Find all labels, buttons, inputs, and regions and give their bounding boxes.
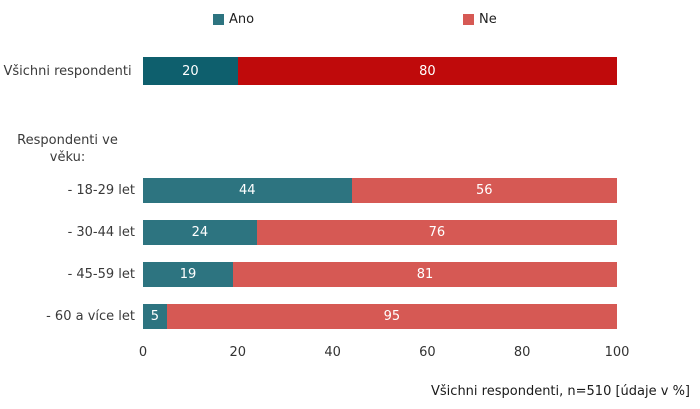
legend: Ano Ne xyxy=(0,12,700,32)
bar-row: - 45-59 let 19 81 xyxy=(0,262,700,287)
bar-row: - 60 a více let 5 95 xyxy=(0,304,700,329)
bar-rows: Všichni respondenti 20 80 Respondenti ve vě… xyxy=(0,57,700,329)
bar-value-label: 95 xyxy=(383,309,401,324)
bar-row-label: - 60 a více let xyxy=(46,309,135,324)
bar-track: 24 76 xyxy=(143,220,617,245)
bar-row-label: - 45-59 let xyxy=(67,267,135,282)
bar-value-label: 56 xyxy=(475,183,493,198)
bar-value-label: 24 xyxy=(191,225,209,240)
bar-track: 5 95 xyxy=(143,304,617,329)
bar-row: Všichni respondenti 20 80 xyxy=(0,57,700,85)
bar-track: 20 80 xyxy=(143,57,617,85)
bar-value-label: 76 xyxy=(428,225,446,240)
bar-value-label: 44 xyxy=(239,183,256,198)
x-axis-tick-label: 40 xyxy=(324,345,341,360)
legend-item-ano: Ano xyxy=(213,12,254,27)
bar-value-label: 80 xyxy=(419,63,436,79)
bar-track: 19 81 xyxy=(143,262,617,287)
legend-item-ne: Ne xyxy=(463,12,497,27)
x-axis-tick-label: 80 xyxy=(513,345,531,360)
bar-segment-ano: 20 xyxy=(143,57,238,85)
x-axis-tick-label: 100 xyxy=(604,345,630,360)
bar-segment-ne: 80 xyxy=(237,57,617,85)
footnote: Všichni respondenti, n=510 [údaje v %] xyxy=(431,384,690,399)
legend-label-ne: Ne xyxy=(479,12,497,27)
legend-swatch-ne-icon xyxy=(463,14,474,25)
legend-swatch-ano-icon xyxy=(213,14,224,25)
x-axis: 0 20 40 60 80 100 xyxy=(0,345,700,361)
bar-value-label: 81 xyxy=(416,267,434,282)
group-header-row: Respondenti ve věku: xyxy=(0,130,700,168)
bar-row: - 30-44 let 24 76 xyxy=(0,220,700,245)
bar-segment-ano: 44 xyxy=(143,178,352,203)
legend-label-ano: Ano xyxy=(229,12,255,27)
bar-segment-ano: 24 xyxy=(143,220,257,245)
bar-segment-ne: 56 xyxy=(351,178,617,203)
x-axis-tick-label: 20 xyxy=(229,345,247,360)
bar-segment-ano: 19 xyxy=(143,262,234,287)
x-axis-tick-label: 0 xyxy=(138,345,148,360)
bar-segment-ne: 76 xyxy=(256,220,617,245)
group-header-label: Respondenti ve věku: xyxy=(17,133,118,165)
x-axis-tick-label: 60 xyxy=(419,345,436,360)
bar-segment-ano: 5 xyxy=(143,304,167,329)
bar-segment-ne: 95 xyxy=(166,304,617,329)
bar-value-label: 20 xyxy=(182,63,199,79)
bar-value-label: 5 xyxy=(150,309,159,324)
bar-track: 44 56 xyxy=(143,178,617,203)
bar-segment-ne: 81 xyxy=(233,262,617,287)
bar-row-label: Všichni respondenti xyxy=(3,63,132,79)
bar-value-label: 19 xyxy=(179,267,197,282)
bar-row-label: - 18-29 let xyxy=(67,183,135,198)
bar-row: - 18-29 let 44 56 xyxy=(0,178,700,203)
bar-row-label: - 30-44 let xyxy=(67,225,135,240)
